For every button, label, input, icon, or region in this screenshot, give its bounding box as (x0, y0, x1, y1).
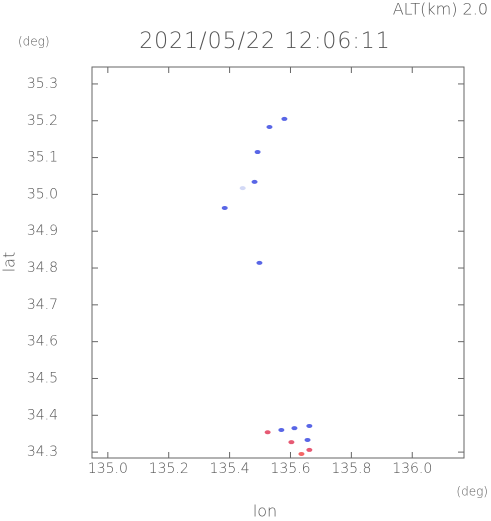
echo-point (306, 423, 313, 428)
y-tick-label: 34.4 (27, 407, 58, 423)
x-axis-label: lon (253, 502, 277, 521)
y-tick-label: 35.1 (27, 150, 58, 166)
x-unit: (deg) (456, 485, 488, 499)
y-tick-label: 34.9 (27, 223, 58, 239)
y-tick-label: 34.3 (27, 444, 58, 460)
y-tick-label: 34.7 (27, 297, 58, 313)
echo-point (298, 451, 305, 456)
echo-point (256, 260, 263, 265)
x-tick-label: 135.6 (270, 461, 310, 477)
plot-frame (91, 66, 465, 459)
x-tick-label: 135.8 (331, 461, 371, 477)
y-tick-label: 35.0 (27, 186, 58, 202)
y-tick-label: 34.6 (27, 334, 58, 350)
y-tick-label: 35.3 (27, 76, 58, 92)
x-tick-label: 135.0 (88, 461, 128, 477)
echo-point (306, 447, 313, 452)
chart-title: 2021/05/22 12:06:11 (139, 29, 391, 54)
y-tick-label: 34.5 (27, 370, 58, 386)
altitude-label: ALT(km) 2.0 (393, 0, 488, 19)
y-unit: (deg) (18, 35, 50, 49)
y-tick-label: 35.2 (27, 113, 58, 129)
x-tick-label: 135.2 (149, 461, 189, 477)
echo-point (264, 430, 271, 435)
echo-point (288, 440, 295, 445)
x-tick-label: 136.0 (392, 461, 432, 477)
y-tick-label: 34.8 (27, 260, 58, 276)
y-axis-label: lat (0, 252, 19, 273)
echo-point (304, 437, 311, 442)
echo-point (239, 186, 246, 191)
echo-point (281, 116, 288, 121)
echo-point (221, 206, 228, 211)
echo-point (254, 150, 261, 155)
echo-point (291, 426, 298, 431)
x-tick-label: 135.4 (210, 461, 250, 477)
echo-point (251, 179, 258, 184)
echo-point (278, 428, 285, 433)
echo-point (266, 125, 273, 130)
